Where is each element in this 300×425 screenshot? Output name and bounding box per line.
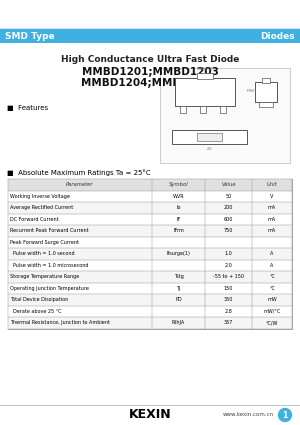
Text: 2.0: 2.0 [225, 263, 232, 268]
Bar [175, 78, 235, 106]
Bar [197, 73, 213, 79]
Bar [8, 213, 292, 225]
Bar [8, 190, 292, 202]
Text: °C: °C [269, 286, 275, 291]
Bar [8, 306, 292, 317]
Bar [259, 102, 273, 107]
Text: mW/°C: mW/°C [263, 309, 280, 314]
Text: Io: Io [176, 205, 181, 210]
Text: Peak Forward Surge Current: Peak Forward Surge Current [10, 240, 79, 245]
Text: DC Forward Current: DC Forward Current [10, 217, 58, 222]
Text: mA: mA [268, 205, 276, 210]
Text: www.kexin.com.cn: www.kexin.com.cn [222, 413, 274, 417]
Bar [180, 106, 186, 113]
Text: °C/W: °C/W [266, 320, 278, 325]
Bar [8, 271, 292, 283]
Text: RthJA: RthJA [172, 320, 185, 325]
Bar [160, 68, 290, 163]
Text: FINI (XX): FINI (XX) [247, 89, 262, 93]
Bar [255, 82, 277, 102]
Text: Diodes: Diodes [260, 31, 295, 40]
Text: 2.8: 2.8 [225, 309, 232, 314]
Text: MARK (D): MARK (D) [196, 67, 213, 71]
Text: Derate above 25 °C: Derate above 25 °C [10, 309, 61, 314]
Text: 2.5: 2.5 [207, 147, 213, 151]
Text: IF: IF [176, 217, 181, 222]
Bar [197, 133, 222, 141]
Text: mA: mA [268, 228, 276, 233]
Text: Symbol: Symbol [169, 182, 188, 187]
Text: mW: mW [267, 297, 277, 302]
Bar [220, 106, 226, 113]
Text: Unit: Unit [267, 182, 278, 187]
Text: MMBD1201;MMBD1203: MMBD1201;MMBD1203 [82, 67, 218, 77]
Text: Pulse width = 1.0 microsecond: Pulse width = 1.0 microsecond [10, 263, 89, 268]
Text: mA: mA [268, 217, 276, 222]
Text: 750: 750 [224, 228, 233, 233]
Text: °C: °C [269, 274, 275, 279]
Bar [8, 236, 292, 248]
Text: MMBD1204;MMBD1205: MMBD1204;MMBD1205 [82, 78, 218, 88]
Text: Storage Temperature Range: Storage Temperature Range [10, 274, 79, 279]
Text: V: V [270, 194, 274, 199]
Text: SMD Type: SMD Type [5, 31, 55, 40]
Bar [8, 179, 292, 329]
Text: A: A [270, 263, 274, 268]
Text: Pulse width = 1.0 second: Pulse width = 1.0 second [10, 251, 75, 256]
Text: Recurrent Peak Forward Current: Recurrent Peak Forward Current [10, 228, 89, 233]
Text: A: A [270, 251, 274, 256]
Text: Average Rectified Current: Average Rectified Current [10, 205, 73, 210]
Bar [8, 283, 292, 294]
Text: 150: 150 [224, 286, 233, 291]
Text: Operating Junction Temperature: Operating Junction Temperature [10, 286, 89, 291]
Text: 1: 1 [282, 411, 288, 419]
Text: 357: 357 [224, 320, 233, 325]
Text: WVR: WVR [173, 194, 184, 199]
Text: KEXIN: KEXIN [129, 408, 171, 422]
Bar [8, 225, 292, 236]
Bar [200, 106, 206, 113]
Bar [8, 248, 292, 260]
Bar [8, 294, 292, 306]
Text: Working Inverse Voltage: Working Inverse Voltage [10, 194, 70, 199]
Text: Tstg: Tstg [174, 274, 183, 279]
Text: 350: 350 [224, 297, 233, 302]
Text: ■  Absolute Maximum Ratings Ta = 25°C: ■ Absolute Maximum Ratings Ta = 25°C [7, 170, 151, 176]
Text: Thermal Resistance, Junction to Ambient: Thermal Resistance, Junction to Ambient [10, 320, 110, 325]
Text: 200: 200 [224, 205, 233, 210]
Text: Total Device Dissipation: Total Device Dissipation [10, 297, 68, 302]
Bar [172, 130, 247, 144]
Bar [8, 179, 292, 190]
Circle shape [278, 408, 292, 422]
Text: PD: PD [175, 297, 182, 302]
Text: 50: 50 [225, 194, 232, 199]
Text: 1.0: 1.0 [225, 251, 232, 256]
Text: High Conductance Ultra Fast Diode: High Conductance Ultra Fast Diode [61, 54, 239, 63]
Text: Value: Value [221, 182, 236, 187]
Text: Parameter: Parameter [66, 182, 94, 187]
Text: Ifsurge(1): Ifsurge(1) [167, 251, 191, 256]
Text: ■  Features: ■ Features [7, 105, 48, 111]
Text: IFrm: IFrm [173, 228, 184, 233]
Bar [0, 29, 300, 43]
Text: 600: 600 [224, 217, 233, 222]
Bar [262, 78, 270, 83]
Text: -55 to + 150: -55 to + 150 [213, 274, 244, 279]
Bar [8, 317, 292, 329]
Bar [8, 260, 292, 271]
Text: TJ: TJ [176, 286, 181, 291]
Bar [8, 202, 292, 213]
